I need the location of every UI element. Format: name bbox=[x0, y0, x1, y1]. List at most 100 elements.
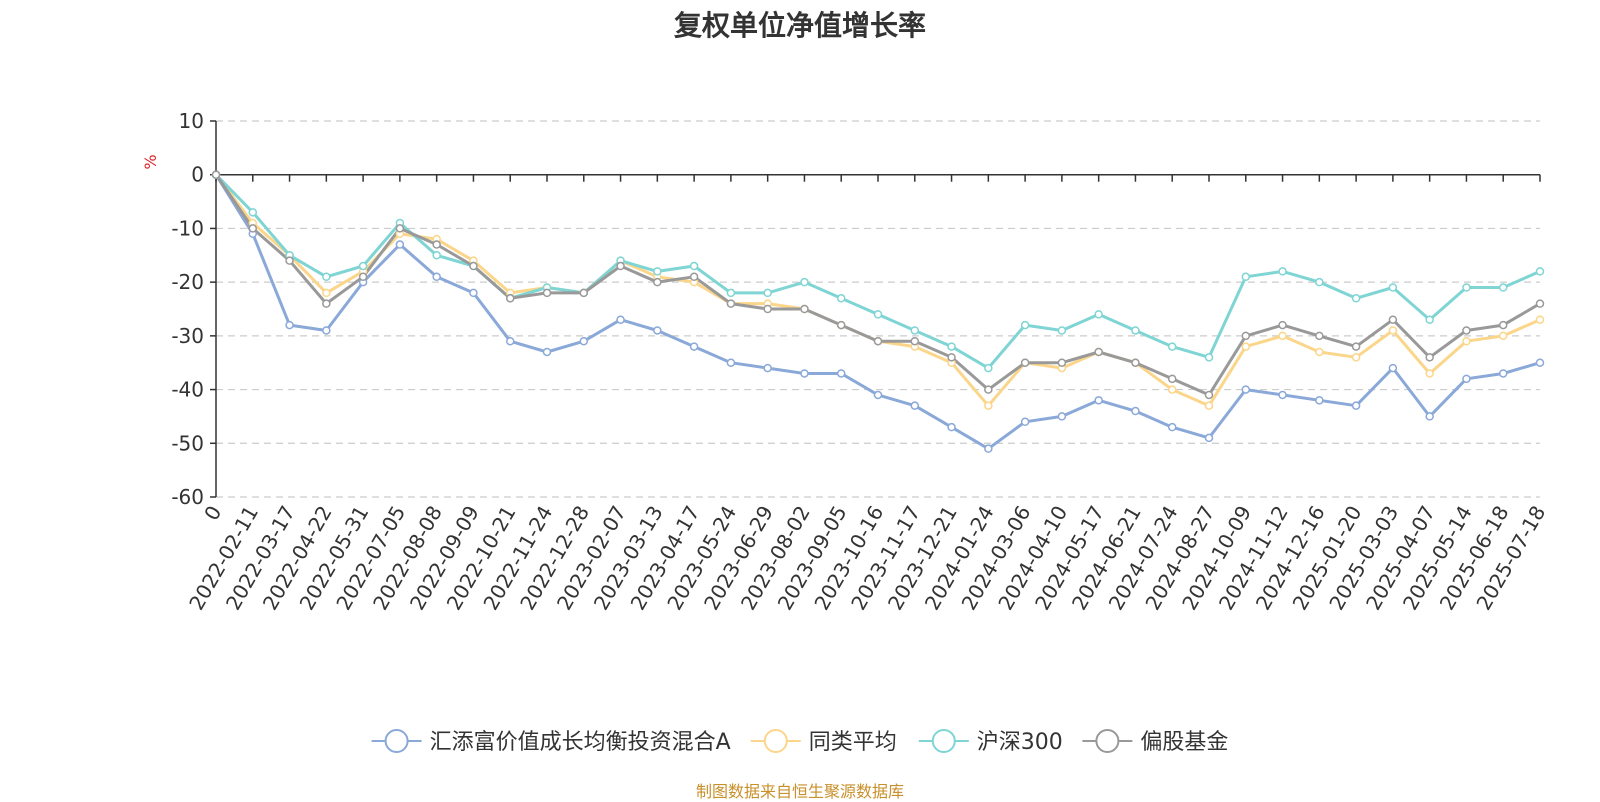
data-point bbox=[947, 342, 956, 351]
data-point bbox=[1131, 326, 1140, 335]
data-point bbox=[211, 170, 221, 179]
data-point bbox=[1278, 390, 1287, 400]
legend-label: 同类平均 bbox=[809, 730, 897, 755]
data-point bbox=[1315, 347, 1324, 357]
data-point bbox=[763, 304, 772, 314]
data-point bbox=[432, 251, 441, 260]
data-point bbox=[873, 336, 883, 346]
data-point bbox=[579, 336, 589, 346]
data-point bbox=[322, 326, 331, 335]
series-layer bbox=[211, 170, 1545, 453]
data-point bbox=[653, 326, 662, 335]
data-point bbox=[689, 272, 699, 282]
data-point bbox=[1278, 267, 1287, 276]
data-point bbox=[1425, 315, 1434, 324]
data-point bbox=[1351, 401, 1361, 410]
data-point bbox=[1241, 331, 1251, 341]
data-point bbox=[1462, 283, 1471, 292]
legend-item[interactable]: 偏股基金 bbox=[1082, 729, 1228, 755]
data-point bbox=[653, 267, 662, 276]
data-point bbox=[322, 288, 331, 298]
data-point bbox=[616, 315, 625, 324]
legend-marker bbox=[384, 729, 409, 753]
data-point bbox=[322, 299, 331, 308]
data-point bbox=[1167, 385, 1177, 394]
legend: 汇添富价值成长均衡投资混合A 同类平均 沪深300 偏股基金 bbox=[371, 729, 1228, 755]
data-point bbox=[1462, 374, 1471, 384]
data-point bbox=[984, 363, 993, 373]
data-point bbox=[1462, 336, 1471, 346]
data-point bbox=[432, 240, 441, 249]
data-point bbox=[984, 385, 993, 394]
data-point bbox=[1351, 342, 1361, 351]
data-point bbox=[1388, 315, 1398, 324]
data-point bbox=[947, 422, 956, 432]
data-point bbox=[1535, 358, 1545, 367]
data-point bbox=[1204, 401, 1214, 410]
data-point bbox=[726, 288, 736, 298]
data-point bbox=[763, 363, 772, 373]
data-point bbox=[836, 294, 846, 303]
data-point bbox=[984, 444, 993, 453]
data-point bbox=[322, 272, 331, 282]
data-point bbox=[285, 320, 294, 330]
data-point bbox=[248, 208, 258, 217]
axis-layer: % 100-10-20-30-40-50-6002022-02-112022-0… bbox=[141, 109, 1550, 614]
data-point bbox=[1351, 353, 1361, 362]
data-point bbox=[800, 369, 809, 378]
data-point bbox=[358, 272, 368, 282]
data-point bbox=[1278, 331, 1287, 341]
x-tick-label: 0 bbox=[199, 502, 226, 525]
data-point bbox=[910, 326, 920, 335]
y-tick-label: -60 bbox=[171, 485, 204, 509]
data-point bbox=[1388, 363, 1398, 373]
data-point bbox=[1204, 433, 1214, 443]
series-line bbox=[214, 173, 1541, 397]
data-point bbox=[1204, 390, 1214, 400]
data-point bbox=[1498, 283, 1508, 292]
data-point bbox=[689, 342, 699, 351]
data-point bbox=[947, 353, 956, 362]
data-point bbox=[1498, 320, 1508, 330]
data-point bbox=[1057, 326, 1067, 335]
legend-item[interactable]: 同类平均 bbox=[750, 729, 897, 755]
legend-marker bbox=[1095, 729, 1120, 753]
data-point bbox=[358, 261, 368, 271]
y-tick-label: -50 bbox=[171, 431, 204, 455]
data-point bbox=[836, 320, 846, 330]
data-point bbox=[469, 261, 478, 271]
data-point bbox=[1020, 358, 1030, 367]
data-point bbox=[469, 288, 478, 298]
data-point bbox=[1351, 294, 1361, 303]
y-tick-label: 0 bbox=[191, 163, 204, 187]
data-point bbox=[836, 369, 846, 378]
data-point bbox=[1241, 342, 1251, 351]
data-point bbox=[1425, 412, 1434, 421]
data-point bbox=[1315, 396, 1324, 405]
y-axis-unit: % bbox=[141, 154, 160, 169]
legend-marker bbox=[763, 729, 788, 753]
legend-label: 汇添富价值成长均衡投资混合A bbox=[430, 730, 731, 755]
legend-item[interactable]: 汇添富价值成长均衡投资混合A bbox=[371, 729, 731, 755]
data-point bbox=[726, 358, 736, 367]
grid-layer bbox=[216, 120, 1540, 498]
data-point bbox=[395, 224, 405, 233]
data-point bbox=[1535, 299, 1545, 308]
data-point bbox=[285, 256, 294, 265]
data-point bbox=[800, 304, 809, 314]
data-point bbox=[395, 240, 405, 249]
data-point bbox=[1020, 417, 1030, 427]
data-point bbox=[505, 336, 515, 346]
data-point bbox=[579, 288, 589, 298]
data-point bbox=[1278, 320, 1287, 330]
data-point bbox=[910, 336, 920, 346]
data-point bbox=[1315, 277, 1324, 287]
y-tick-label: -20 bbox=[171, 270, 204, 294]
data-point bbox=[1498, 331, 1508, 341]
legend-item[interactable]: 沪深300 bbox=[918, 729, 1063, 755]
legend-marker bbox=[931, 729, 956, 753]
data-point bbox=[1388, 283, 1398, 292]
data-point bbox=[1204, 353, 1214, 362]
data-point bbox=[1167, 342, 1177, 351]
